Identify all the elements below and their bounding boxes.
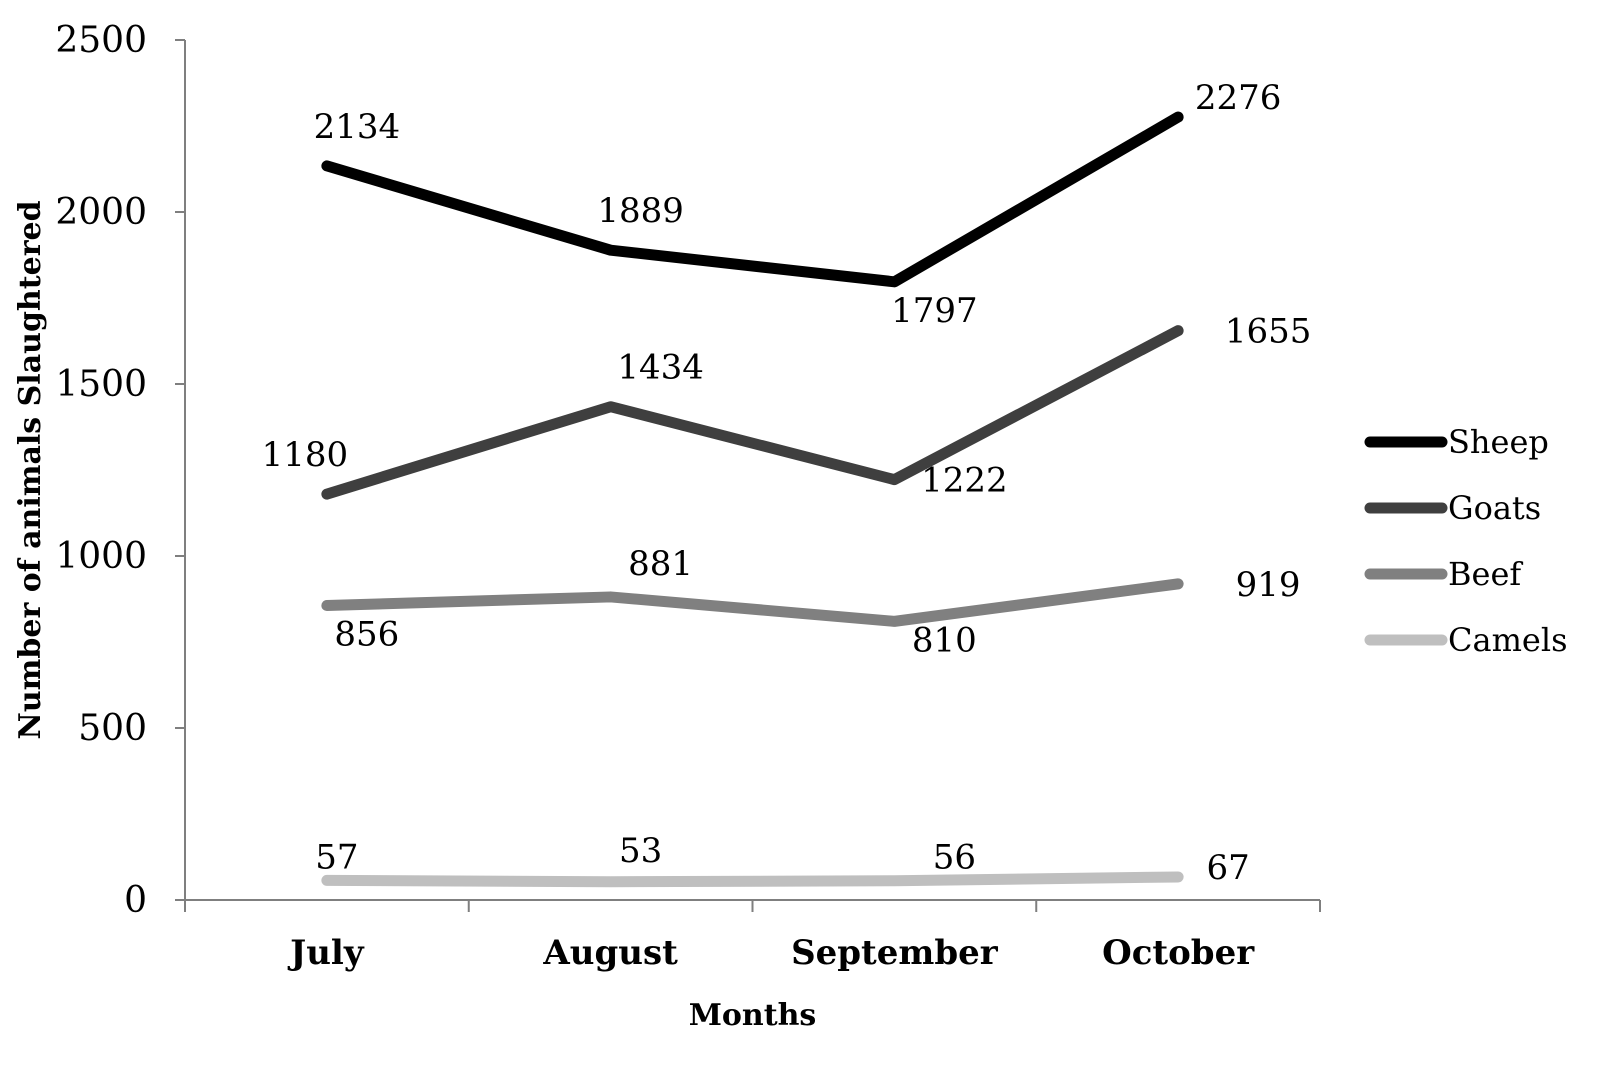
data-label-beef: 810: [912, 620, 977, 660]
y-tick-label: 2500: [55, 20, 147, 61]
data-label-beef: 919: [1236, 565, 1301, 605]
y-tick-label: 2000: [55, 192, 147, 233]
x-axis-title: Months: [689, 998, 817, 1033]
axes: 0 500 1000 1500 2000 2500 July August September O…: [55, 20, 1321, 973]
data-label-sheep: 2134: [314, 107, 401, 147]
y-tick-label: 1000: [55, 536, 147, 577]
legend-label-sheep: Sheep: [1448, 423, 1549, 461]
y-tick-label: 1500: [55, 364, 147, 405]
x-tick-label: July: [287, 933, 365, 973]
data-label-camels: 67: [1206, 848, 1249, 888]
data-label-goats: 1434: [617, 348, 704, 388]
data-label-camels: 53: [619, 831, 662, 871]
data-label-goats: 1655: [1225, 312, 1312, 352]
data-labels: 2134 1889 1797 2276 1180 1434 1222 1655 856 881 81…: [262, 78, 1312, 888]
series-lines: [321, 111, 1184, 888]
series-line-beef: [321, 578, 1184, 627]
data-label-sheep: 1889: [597, 191, 684, 231]
legend-label-beef: Beef: [1448, 555, 1523, 593]
data-label-sheep: 2276: [1195, 78, 1282, 118]
series-line-camels: [321, 871, 1184, 888]
data-label-camels: 56: [933, 838, 976, 878]
x-tick-label: October: [1102, 933, 1255, 973]
legend-label-camels: Camels: [1448, 621, 1568, 659]
data-label-goats: 1180: [262, 435, 349, 475]
data-label-goats: 1222: [921, 461, 1008, 501]
x-tick-label: September: [791, 933, 999, 973]
data-label-sheep: 1797: [891, 291, 978, 331]
data-label-beef: 856: [334, 615, 399, 655]
legend-label-goats: Goats: [1448, 489, 1541, 527]
legend: Sheep Goats Beef Camels: [1364, 423, 1568, 659]
x-tick-label: August: [542, 933, 678, 973]
data-label-camels: 57: [315, 837, 358, 877]
y-tick-label: 0: [124, 880, 147, 921]
y-axis-title: Number of animals Slaughtered: [13, 200, 48, 739]
series-line-goats: [321, 325, 1184, 500]
data-label-beef: 881: [628, 544, 693, 584]
y-tick-label: 500: [78, 708, 147, 749]
series-line-sheep: [321, 111, 1184, 288]
